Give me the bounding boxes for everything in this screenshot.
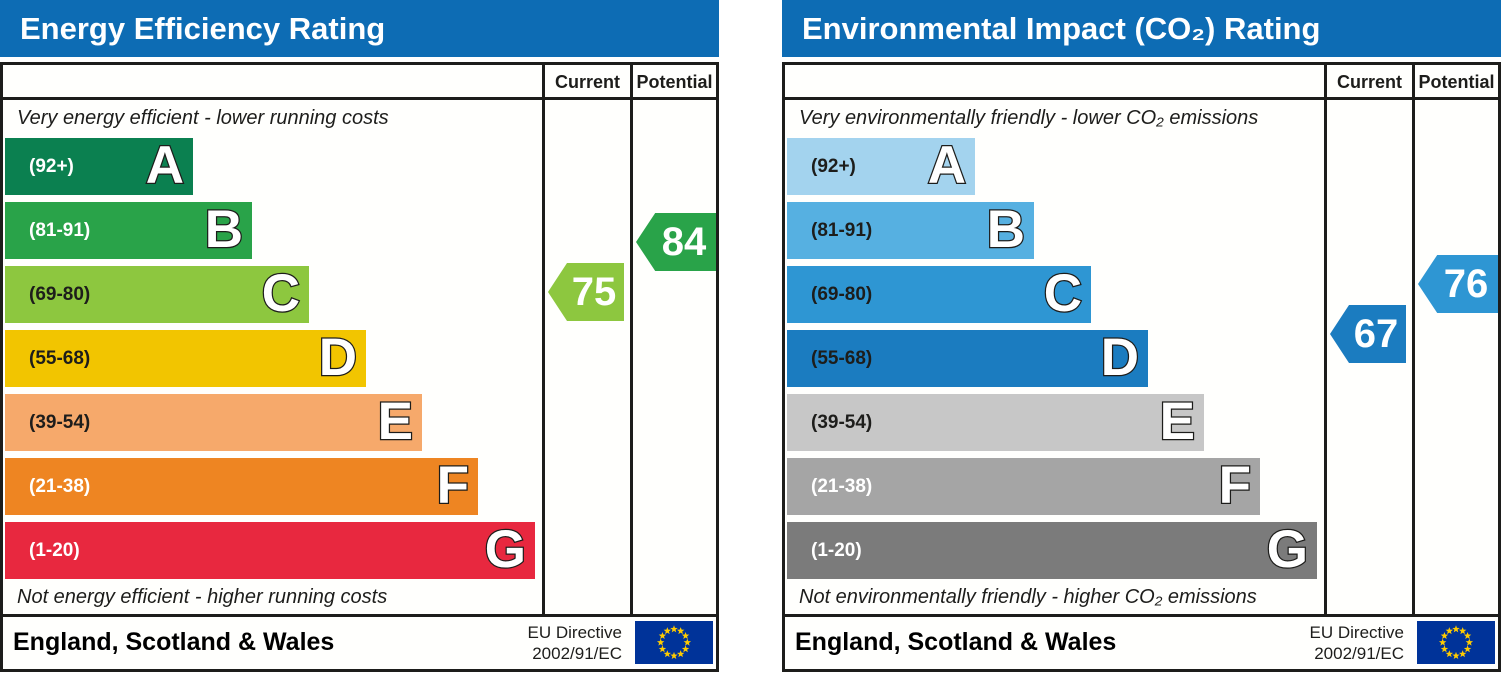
- band-range-label: (1-20): [29, 539, 80, 561]
- band-g: (1-20) G: [5, 519, 535, 580]
- band-letter: F: [435, 455, 470, 516]
- band-range-label: (92+): [811, 155, 856, 177]
- band-range-label: (21-38): [29, 475, 91, 497]
- band-letter: E: [1158, 391, 1196, 452]
- column-header-row: [785, 65, 1498, 100]
- eu-flag-icon: [635, 621, 713, 664]
- energy-rating-table: Current Potential Very energy efficient …: [0, 62, 719, 672]
- region-label: England, Scotland & Wales: [13, 628, 335, 656]
- current-column-header: Current: [1336, 72, 1402, 92]
- eu-directive-line2: 2002/91/EC: [1314, 644, 1404, 663]
- band-letter: B: [203, 199, 244, 260]
- band-range-label: (69-80): [29, 283, 91, 305]
- eu-flag-icon: [1417, 621, 1495, 664]
- environmental-title-bar: Environmental Impact (CO₂) Rating: [782, 0, 1501, 57]
- band-range-label: (55-68): [811, 347, 873, 369]
- column-header-row: [3, 65, 716, 100]
- band-g: (1-20) G: [787, 519, 1317, 580]
- potential-rating-value: 76: [1443, 262, 1489, 306]
- eu-directive-line1: EU Directive: [527, 623, 622, 642]
- band-a: (92+) A: [787, 135, 975, 196]
- band-b: (81-91) B: [787, 199, 1034, 260]
- band-e: (39-54) E: [5, 391, 422, 452]
- potential-rating-arrow: 76: [1418, 255, 1498, 313]
- band-d: (55-68) D: [787, 327, 1148, 388]
- environmental-impact-panel: Environmental Impact (CO₂) Rating Curren…: [782, 0, 1501, 675]
- column-divider: [1412, 65, 1415, 617]
- band-letter: F: [1217, 455, 1252, 516]
- band-b: (81-91) B: [5, 199, 252, 260]
- eu-directive-line1: EU Directive: [1309, 623, 1404, 642]
- potential-column-header: Potential: [636, 72, 713, 92]
- energy-title-bar: Energy Efficiency Rating: [0, 0, 719, 57]
- current-rating-value: 75: [571, 270, 617, 314]
- page-title: Energy Efficiency Rating: [20, 11, 386, 46]
- column-divider: [1324, 65, 1327, 617]
- current-column-header: Current: [554, 72, 620, 92]
- band-range-label: (39-54): [811, 411, 873, 433]
- eu-directive-line2: 2002/91/EC: [532, 644, 622, 663]
- band-letter: A: [144, 135, 185, 196]
- page-title: Environmental Impact (CO₂) Rating: [802, 11, 1321, 46]
- band-d: (55-68) D: [5, 327, 366, 388]
- band-range-label: (55-68): [29, 347, 91, 369]
- band-range-label: (39-54): [29, 411, 91, 433]
- column-divider: [630, 65, 633, 617]
- environmental-rating-table: Current Potential Very environmentally f…: [782, 62, 1501, 672]
- bottom-note: Not environmentally friendly - higher CO…: [799, 586, 1257, 608]
- bottom-note: Not energy efficient - higher running co…: [17, 586, 388, 608]
- band-range-label: (21-38): [811, 475, 873, 497]
- current-rating-arrow: 67: [1330, 305, 1406, 363]
- eu-directive-label: EU Directive 2002/91/EC: [528, 622, 622, 664]
- column-divider: [542, 65, 545, 617]
- band-letter: D: [317, 327, 358, 388]
- current-rating-arrow: 75: [548, 263, 624, 321]
- band-f: (21-38) F: [787, 455, 1260, 516]
- band-c: (69-80) C: [5, 263, 309, 324]
- region-label: England, Scotland & Wales: [795, 628, 1117, 656]
- eu-directive-label: EU Directive 2002/91/EC: [1310, 622, 1404, 664]
- band-letter: A: [926, 135, 967, 196]
- potential-column-header: Potential: [1418, 72, 1495, 92]
- band-letter: C: [1042, 263, 1083, 324]
- band-range-label: (1-20): [811, 539, 862, 561]
- band-letter: G: [484, 519, 528, 580]
- band-letter: G: [1266, 519, 1310, 580]
- band-a: (92+) A: [5, 135, 193, 196]
- band-e: (39-54) E: [787, 391, 1204, 452]
- top-note: Very energy efficient - lower running co…: [17, 107, 389, 129]
- band-c: (69-80) C: [787, 263, 1091, 324]
- band-letter: D: [1099, 327, 1140, 388]
- band-letter: E: [376, 391, 414, 452]
- energy-efficiency-panel: Energy Efficiency Rating Current Potenti…: [0, 0, 719, 675]
- current-rating-value: 67: [1353, 312, 1399, 356]
- top-note: Very environmentally friendly - lower CO…: [799, 107, 1259, 129]
- band-range-label: (81-91): [811, 219, 873, 241]
- band-letter: B: [985, 199, 1026, 260]
- band-range-label: (69-80): [811, 283, 873, 305]
- band-range-label: (92+): [29, 155, 74, 177]
- potential-rating-arrow: 84: [636, 213, 716, 271]
- table-footer: England, Scotland & Wales EU Directive 2…: [785, 614, 1498, 669]
- potential-rating-value: 84: [661, 220, 707, 264]
- band-f: (21-38) F: [5, 455, 478, 516]
- band-range-label: (81-91): [29, 219, 91, 241]
- table-footer: England, Scotland & Wales EU Directive 2…: [3, 614, 716, 669]
- band-letter: C: [260, 263, 301, 324]
